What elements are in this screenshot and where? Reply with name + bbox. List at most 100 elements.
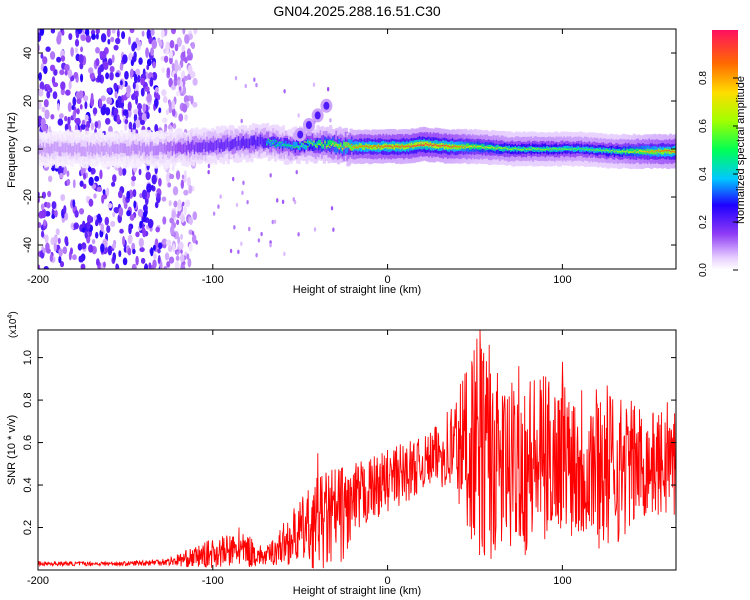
x-tick-label: 0: [385, 575, 391, 587]
noise-blob: [64, 123, 69, 132]
noise-blob: [53, 242, 57, 252]
noise-blob: [154, 201, 159, 209]
noise-blob: [124, 118, 129, 125]
noise-blob: [81, 227, 86, 233]
noise-blob: [147, 218, 154, 229]
noise-blob: [72, 179, 76, 189]
noise-blob: [50, 114, 55, 120]
spectrogram-x-axis: -200 -100 0 100: [27, 29, 572, 286]
noise-blob: [40, 230, 45, 238]
noise-blob: [151, 71, 158, 81]
noise-blob: [52, 82, 59, 88]
noise-blob: [62, 246, 68, 255]
noise-blob: [122, 194, 126, 205]
noise-blob: [79, 63, 83, 70]
noise-blob: [51, 214, 56, 220]
noise-blob: [156, 192, 160, 200]
branch-cell: [323, 101, 330, 110]
noise-blob: [142, 227, 146, 238]
noise-blob: [207, 163, 211, 169]
snr-x-axis: -200 -100 0 100: [27, 330, 572, 587]
noise-blob: [295, 169, 298, 175]
noise-blob: [127, 234, 133, 245]
noise-blob: [59, 69, 65, 76]
noise-blob: [94, 175, 100, 182]
noise-blob: [80, 46, 84, 53]
noise-blob: [146, 64, 150, 71]
noise-blob: [192, 77, 198, 86]
noise-blob: [58, 248, 63, 257]
noise-blob: [140, 77, 145, 86]
noise-blob: [99, 50, 103, 57]
noise-blob: [217, 204, 220, 209]
noise-blob: [107, 245, 113, 256]
snr-scale-exponent: 4: [7, 315, 14, 319]
noise-blob: [182, 201, 185, 207]
noise-blob: [59, 261, 65, 268]
noise-blob: [114, 90, 118, 99]
noise-blob: [169, 50, 173, 59]
noise-blob: [95, 219, 99, 227]
noise-blob: [97, 74, 102, 83]
noise-blob: [141, 189, 147, 200]
noise-blob: [131, 263, 137, 269]
noise-blob: [48, 125, 52, 134]
noise-blob: [180, 215, 186, 223]
y-tick-label: -40: [22, 237, 34, 253]
noise-blob: [53, 69, 58, 76]
noise-blob: [104, 216, 110, 226]
noise-blob: [49, 254, 54, 262]
noise-blob: [117, 101, 123, 108]
noise-blob: [253, 77, 256, 82]
ridge-cell: [673, 148, 676, 154]
noise-blob: [128, 224, 132, 235]
noise-blob: [64, 70, 68, 76]
noise-blob: [64, 115, 68, 122]
noise-blob: [183, 189, 189, 196]
noise-blob: [56, 56, 62, 63]
noise-blob: [183, 95, 189, 104]
noise-blob: [45, 46, 51, 52]
noise-blob: [172, 186, 179, 196]
noise-blob: [109, 71, 114, 81]
noise-blob: [133, 108, 139, 115]
colorbar-gradient: [712, 30, 738, 270]
noise-blob: [177, 64, 182, 71]
noise-blob: [184, 34, 190, 45]
noise-blob: [148, 262, 152, 269]
noise-blob: [167, 245, 173, 253]
noise-blob: [141, 217, 147, 223]
noise-blob: [57, 118, 64, 126]
noise-blob: [172, 123, 177, 129]
spectrogram-cells: [38, 29, 676, 269]
noise-blob: [138, 168, 142, 176]
noise-blob: [139, 220, 143, 229]
spectrogram-y-axis: -40 -20 0 20 40: [22, 47, 676, 253]
noise-blob: [41, 208, 47, 219]
noise-blob: [150, 29, 155, 36]
noise-blob: [169, 56, 173, 65]
noise-blob: [131, 93, 136, 101]
noise-blob: [190, 95, 194, 105]
noise-blob: [146, 58, 152, 67]
noise-blob: [237, 249, 240, 255]
noise-blob: [106, 97, 112, 105]
noise-blob: [132, 189, 137, 198]
noise-blob: [164, 252, 170, 261]
noise-blob: [80, 123, 86, 130]
noise-blob: [116, 264, 120, 269]
noise-blob: [93, 193, 97, 199]
noise-blob: [132, 122, 136, 132]
noise-blob: [181, 174, 185, 180]
noise-blob: [276, 198, 279, 203]
noise-blob: [177, 38, 183, 46]
snr-line: [38, 330, 676, 569]
noise-blob: [53, 234, 58, 244]
noise-blob: [142, 210, 148, 218]
noise-blob: [49, 51, 56, 60]
noise-blob: [88, 198, 94, 207]
noise-blob: [118, 206, 124, 217]
noise-blob: [100, 33, 107, 43]
